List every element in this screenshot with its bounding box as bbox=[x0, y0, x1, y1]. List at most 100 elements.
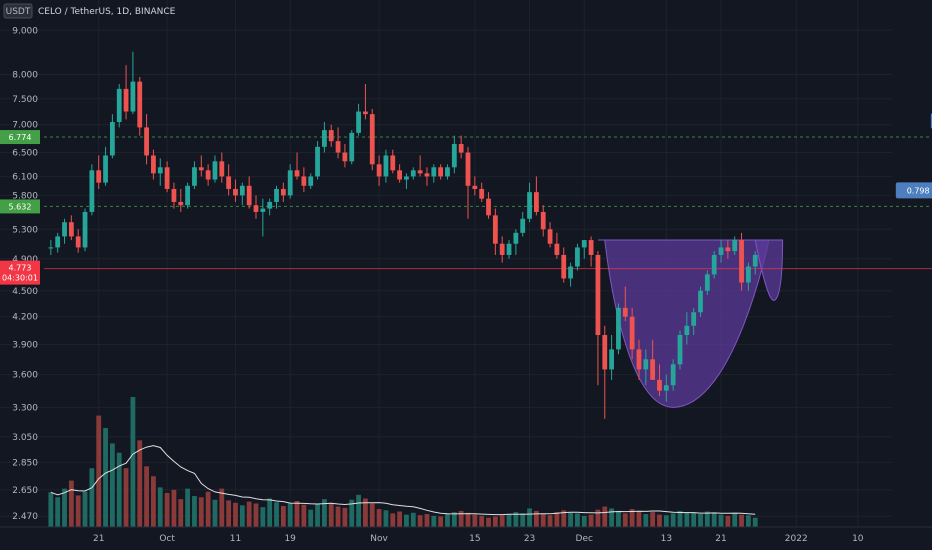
volume-bar bbox=[144, 466, 149, 527]
volume-bar bbox=[103, 427, 108, 527]
volume-bar bbox=[226, 500, 232, 527]
candle-body bbox=[164, 167, 170, 189]
volume-bar bbox=[55, 497, 61, 527]
volume-bar bbox=[629, 509, 635, 527]
candle-body bbox=[527, 192, 532, 219]
volume-bar bbox=[431, 515, 437, 527]
candle-body bbox=[369, 114, 375, 165]
x-tick-label: 10 bbox=[852, 534, 864, 544]
y-tick-label: 3.050 bbox=[12, 433, 38, 443]
x-tick-label: 23 bbox=[524, 534, 535, 544]
volume-bar bbox=[554, 512, 560, 527]
candle-body bbox=[239, 185, 245, 196]
volume-bar bbox=[732, 513, 738, 527]
volume-bar bbox=[486, 517, 491, 527]
volume-bar bbox=[335, 506, 341, 527]
y-tick-label: 4.900 bbox=[12, 255, 38, 265]
candle-body bbox=[260, 208, 266, 212]
volume-bar bbox=[465, 512, 471, 527]
candle-body bbox=[711, 254, 717, 275]
volume-bar bbox=[356, 494, 361, 527]
y-tick-label: 2.850 bbox=[12, 458, 38, 468]
grid bbox=[0, 0, 892, 527]
volume-bar bbox=[670, 513, 676, 527]
volume-bar bbox=[650, 512, 656, 527]
candle-body bbox=[540, 211, 546, 230]
candle-body bbox=[178, 201, 184, 206]
candle-body bbox=[691, 312, 697, 326]
volume-bar bbox=[383, 510, 389, 527]
volume-bar bbox=[616, 510, 621, 527]
x-tick-label: 2022 bbox=[785, 534, 808, 544]
volume-bar bbox=[513, 512, 519, 527]
volume-bar bbox=[520, 513, 526, 527]
candle-body bbox=[431, 167, 437, 177]
volume-ma-line bbox=[50, 445, 756, 516]
volume-bar bbox=[540, 514, 546, 527]
volume-bar bbox=[151, 476, 156, 527]
candle-body bbox=[89, 170, 95, 212]
level-badge bbox=[0, 199, 40, 214]
candle-body bbox=[602, 335, 608, 370]
candle-body bbox=[116, 88, 122, 123]
candle-body bbox=[267, 201, 273, 209]
current-price-label: 4.773 bbox=[9, 264, 32, 273]
volume-bar bbox=[704, 511, 710, 527]
volume-bar bbox=[684, 512, 690, 527]
candle-body bbox=[561, 254, 567, 279]
candle-body bbox=[520, 218, 526, 233]
y-tick-label: 3.600 bbox=[12, 371, 38, 381]
volume-bar bbox=[663, 515, 669, 527]
volume-bar bbox=[130, 397, 136, 527]
volume-bar bbox=[417, 515, 423, 527]
candle-body bbox=[246, 185, 252, 206]
volume-bar bbox=[752, 517, 758, 527]
volume-bar bbox=[369, 503, 375, 527]
volume-bar bbox=[171, 489, 177, 527]
y-tick-label: 7.500 bbox=[12, 95, 38, 105]
candle-body bbox=[629, 316, 635, 350]
candle-body bbox=[445, 167, 450, 177]
volume-bar bbox=[568, 512, 573, 527]
volume-bar bbox=[96, 415, 102, 527]
candle-body bbox=[103, 155, 108, 183]
volume-bar bbox=[328, 502, 334, 527]
volume-bar bbox=[68, 480, 74, 527]
candle-body bbox=[96, 170, 102, 183]
candle-body bbox=[492, 215, 498, 244]
candle-body bbox=[363, 111, 368, 115]
y-axis: 2.470 2.650 2.850 3.050 3.300 3.600 3.900 4.200… bbox=[0, 26, 40, 522]
volume-bar bbox=[445, 513, 450, 527]
volume-bar bbox=[609, 508, 615, 527]
y-tick-label: 4.500 bbox=[12, 287, 38, 297]
candle-body bbox=[390, 155, 396, 171]
candle-body bbox=[151, 155, 156, 174]
volume-bar bbox=[424, 514, 430, 527]
volume-bar bbox=[698, 514, 703, 527]
volume-bar bbox=[123, 468, 129, 527]
candle-body bbox=[479, 188, 485, 199]
x-tick-label: 21 bbox=[93, 534, 104, 544]
volume-bar bbox=[533, 510, 539, 527]
candle-body bbox=[233, 188, 238, 196]
candle-body bbox=[547, 229, 553, 244]
volume-bars bbox=[48, 397, 758, 527]
candle-body bbox=[752, 254, 758, 267]
volume-bar bbox=[267, 498, 273, 527]
candle-body bbox=[75, 236, 81, 248]
candle-body bbox=[144, 127, 149, 156]
x-tick-label: 13 bbox=[661, 534, 672, 544]
candle-body bbox=[533, 192, 539, 212]
candle-body bbox=[588, 240, 594, 255]
volume-bar bbox=[89, 468, 95, 527]
volume-bar bbox=[75, 495, 81, 527]
volume-bar bbox=[233, 502, 238, 527]
level-badge bbox=[0, 130, 40, 145]
volume-bar bbox=[472, 514, 478, 527]
candle-body bbox=[438, 167, 444, 177]
candle-body bbox=[698, 290, 703, 313]
volume-bar bbox=[622, 513, 628, 527]
x-tick-label: Dec bbox=[576, 534, 593, 544]
volume-bar bbox=[192, 496, 197, 527]
